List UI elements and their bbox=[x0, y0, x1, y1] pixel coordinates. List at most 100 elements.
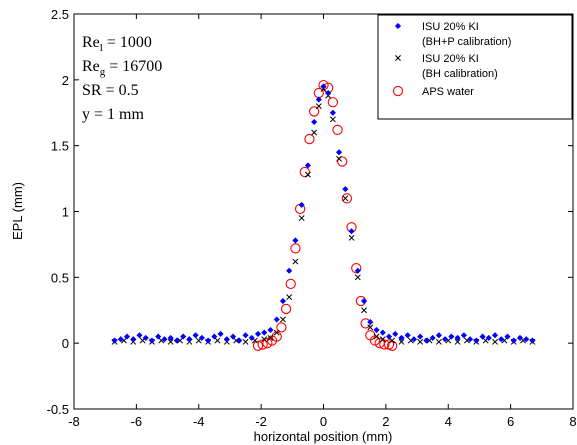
x-axis: -8 -6 -4 -2 0 2 4 6 8 bbox=[68, 14, 577, 429]
data-point bbox=[285, 278, 296, 290]
data-point bbox=[337, 156, 348, 167]
data-point bbox=[142, 334, 149, 342]
x-tick-label: -6 bbox=[131, 414, 143, 429]
data-point bbox=[379, 336, 386, 343]
data-point bbox=[304, 133, 315, 145]
data-point bbox=[398, 338, 405, 345]
data-point bbox=[290, 243, 301, 254]
data-point bbox=[341, 193, 353, 204]
data-point bbox=[198, 334, 206, 342]
data-point bbox=[276, 322, 287, 333]
data-point bbox=[211, 333, 218, 340]
series-diamond bbox=[111, 83, 536, 344]
data-point bbox=[523, 336, 530, 343]
data-point bbox=[280, 316, 286, 323]
y-tick-label: 0 bbox=[62, 336, 69, 351]
data-point bbox=[273, 316, 280, 323]
data-point bbox=[360, 297, 368, 305]
data-point bbox=[299, 166, 310, 178]
data-point bbox=[335, 149, 343, 156]
data-point bbox=[351, 262, 362, 274]
x-tick-label: -8 bbox=[68, 414, 80, 429]
data-point bbox=[257, 339, 268, 350]
data-point bbox=[504, 333, 511, 340]
data-point bbox=[332, 124, 343, 136]
x-tick-label: -4 bbox=[193, 414, 205, 429]
data-point bbox=[186, 336, 193, 343]
data-point bbox=[252, 340, 264, 351]
data-point bbox=[310, 118, 318, 126]
data-point bbox=[392, 330, 399, 338]
data-point bbox=[373, 333, 380, 340]
data-point bbox=[123, 333, 131, 340]
data-point bbox=[354, 274, 361, 281]
data-point bbox=[354, 267, 361, 274]
data-point bbox=[286, 267, 293, 274]
data-point bbox=[491, 332, 499, 339]
data-point bbox=[236, 337, 243, 344]
y-tick-label: 1 bbox=[62, 205, 69, 220]
data-point bbox=[248, 334, 255, 342]
data-point bbox=[325, 89, 332, 97]
data-point bbox=[261, 336, 268, 343]
data-point bbox=[315, 103, 322, 110]
data-point bbox=[389, 337, 396, 344]
data-point bbox=[336, 155, 343, 162]
legend-symbol bbox=[394, 22, 402, 30]
data-point bbox=[167, 334, 174, 342]
data-point bbox=[214, 337, 221, 344]
data-point bbox=[267, 326, 274, 334]
data-point bbox=[329, 109, 337, 116]
legend-label-bhp-line1: ISU 20% KI bbox=[422, 21, 479, 33]
data-point bbox=[460, 332, 467, 339]
data-point bbox=[342, 185, 349, 193]
legend-symbol bbox=[395, 55, 401, 61]
data-series bbox=[111, 79, 536, 351]
annotation-reynolds-liquid: Rel = 1000 bbox=[82, 34, 152, 54]
data-point bbox=[473, 337, 480, 344]
data-point bbox=[367, 318, 374, 326]
data-point bbox=[327, 97, 339, 108]
x-tick-label: 8 bbox=[569, 414, 576, 429]
data-point bbox=[348, 234, 355, 241]
data-point bbox=[361, 307, 367, 314]
data-point bbox=[404, 332, 411, 339]
data-point bbox=[273, 329, 280, 336]
data-point bbox=[423, 337, 430, 344]
y-tick-label: 0.5 bbox=[51, 270, 69, 285]
data-point bbox=[529, 337, 536, 344]
annotation-slip-ratio: SR = 0.5 bbox=[82, 82, 139, 99]
data-point bbox=[155, 333, 162, 340]
data-point bbox=[454, 334, 461, 342]
data-point bbox=[136, 332, 143, 339]
data-point bbox=[117, 336, 124, 343]
y-tick-label: -0.5 bbox=[47, 402, 69, 417]
data-point bbox=[385, 333, 393, 340]
legend-marker-diamond bbox=[394, 22, 402, 30]
legend-label-aps: APS water bbox=[422, 86, 474, 98]
data-point bbox=[130, 336, 137, 343]
legend-label-bh-line1: ISU 20% KI bbox=[422, 53, 479, 65]
data-point bbox=[311, 129, 318, 136]
data-point bbox=[242, 338, 249, 345]
data-point bbox=[298, 215, 305, 222]
legend-symbol bbox=[392, 85, 404, 97]
data-point bbox=[298, 201, 305, 209]
legend-marker-circle bbox=[392, 85, 404, 97]
data-point bbox=[204, 337, 212, 344]
y-axis-label: EPL (mm) bbox=[10, 182, 25, 240]
data-point bbox=[417, 333, 424, 340]
data-point bbox=[229, 333, 237, 340]
legend-box bbox=[377, 14, 573, 120]
data-point bbox=[492, 338, 498, 345]
annotation-y-position: y = 1 mm bbox=[82, 106, 144, 123]
data-point bbox=[435, 338, 442, 345]
annotation-block: Rel = 1000 Reg = 16700 SR = 0.5 y = 1 mm bbox=[82, 34, 162, 123]
data-point bbox=[167, 338, 174, 345]
y-axis: -0.5 0 0.5 1 1.5 2 2.5 bbox=[47, 7, 573, 417]
y-tick-label: 2.5 bbox=[51, 7, 69, 22]
data-point bbox=[223, 336, 230, 343]
data-point bbox=[242, 332, 249, 339]
data-point bbox=[510, 337, 517, 344]
x-tick-label: 6 bbox=[507, 414, 514, 429]
